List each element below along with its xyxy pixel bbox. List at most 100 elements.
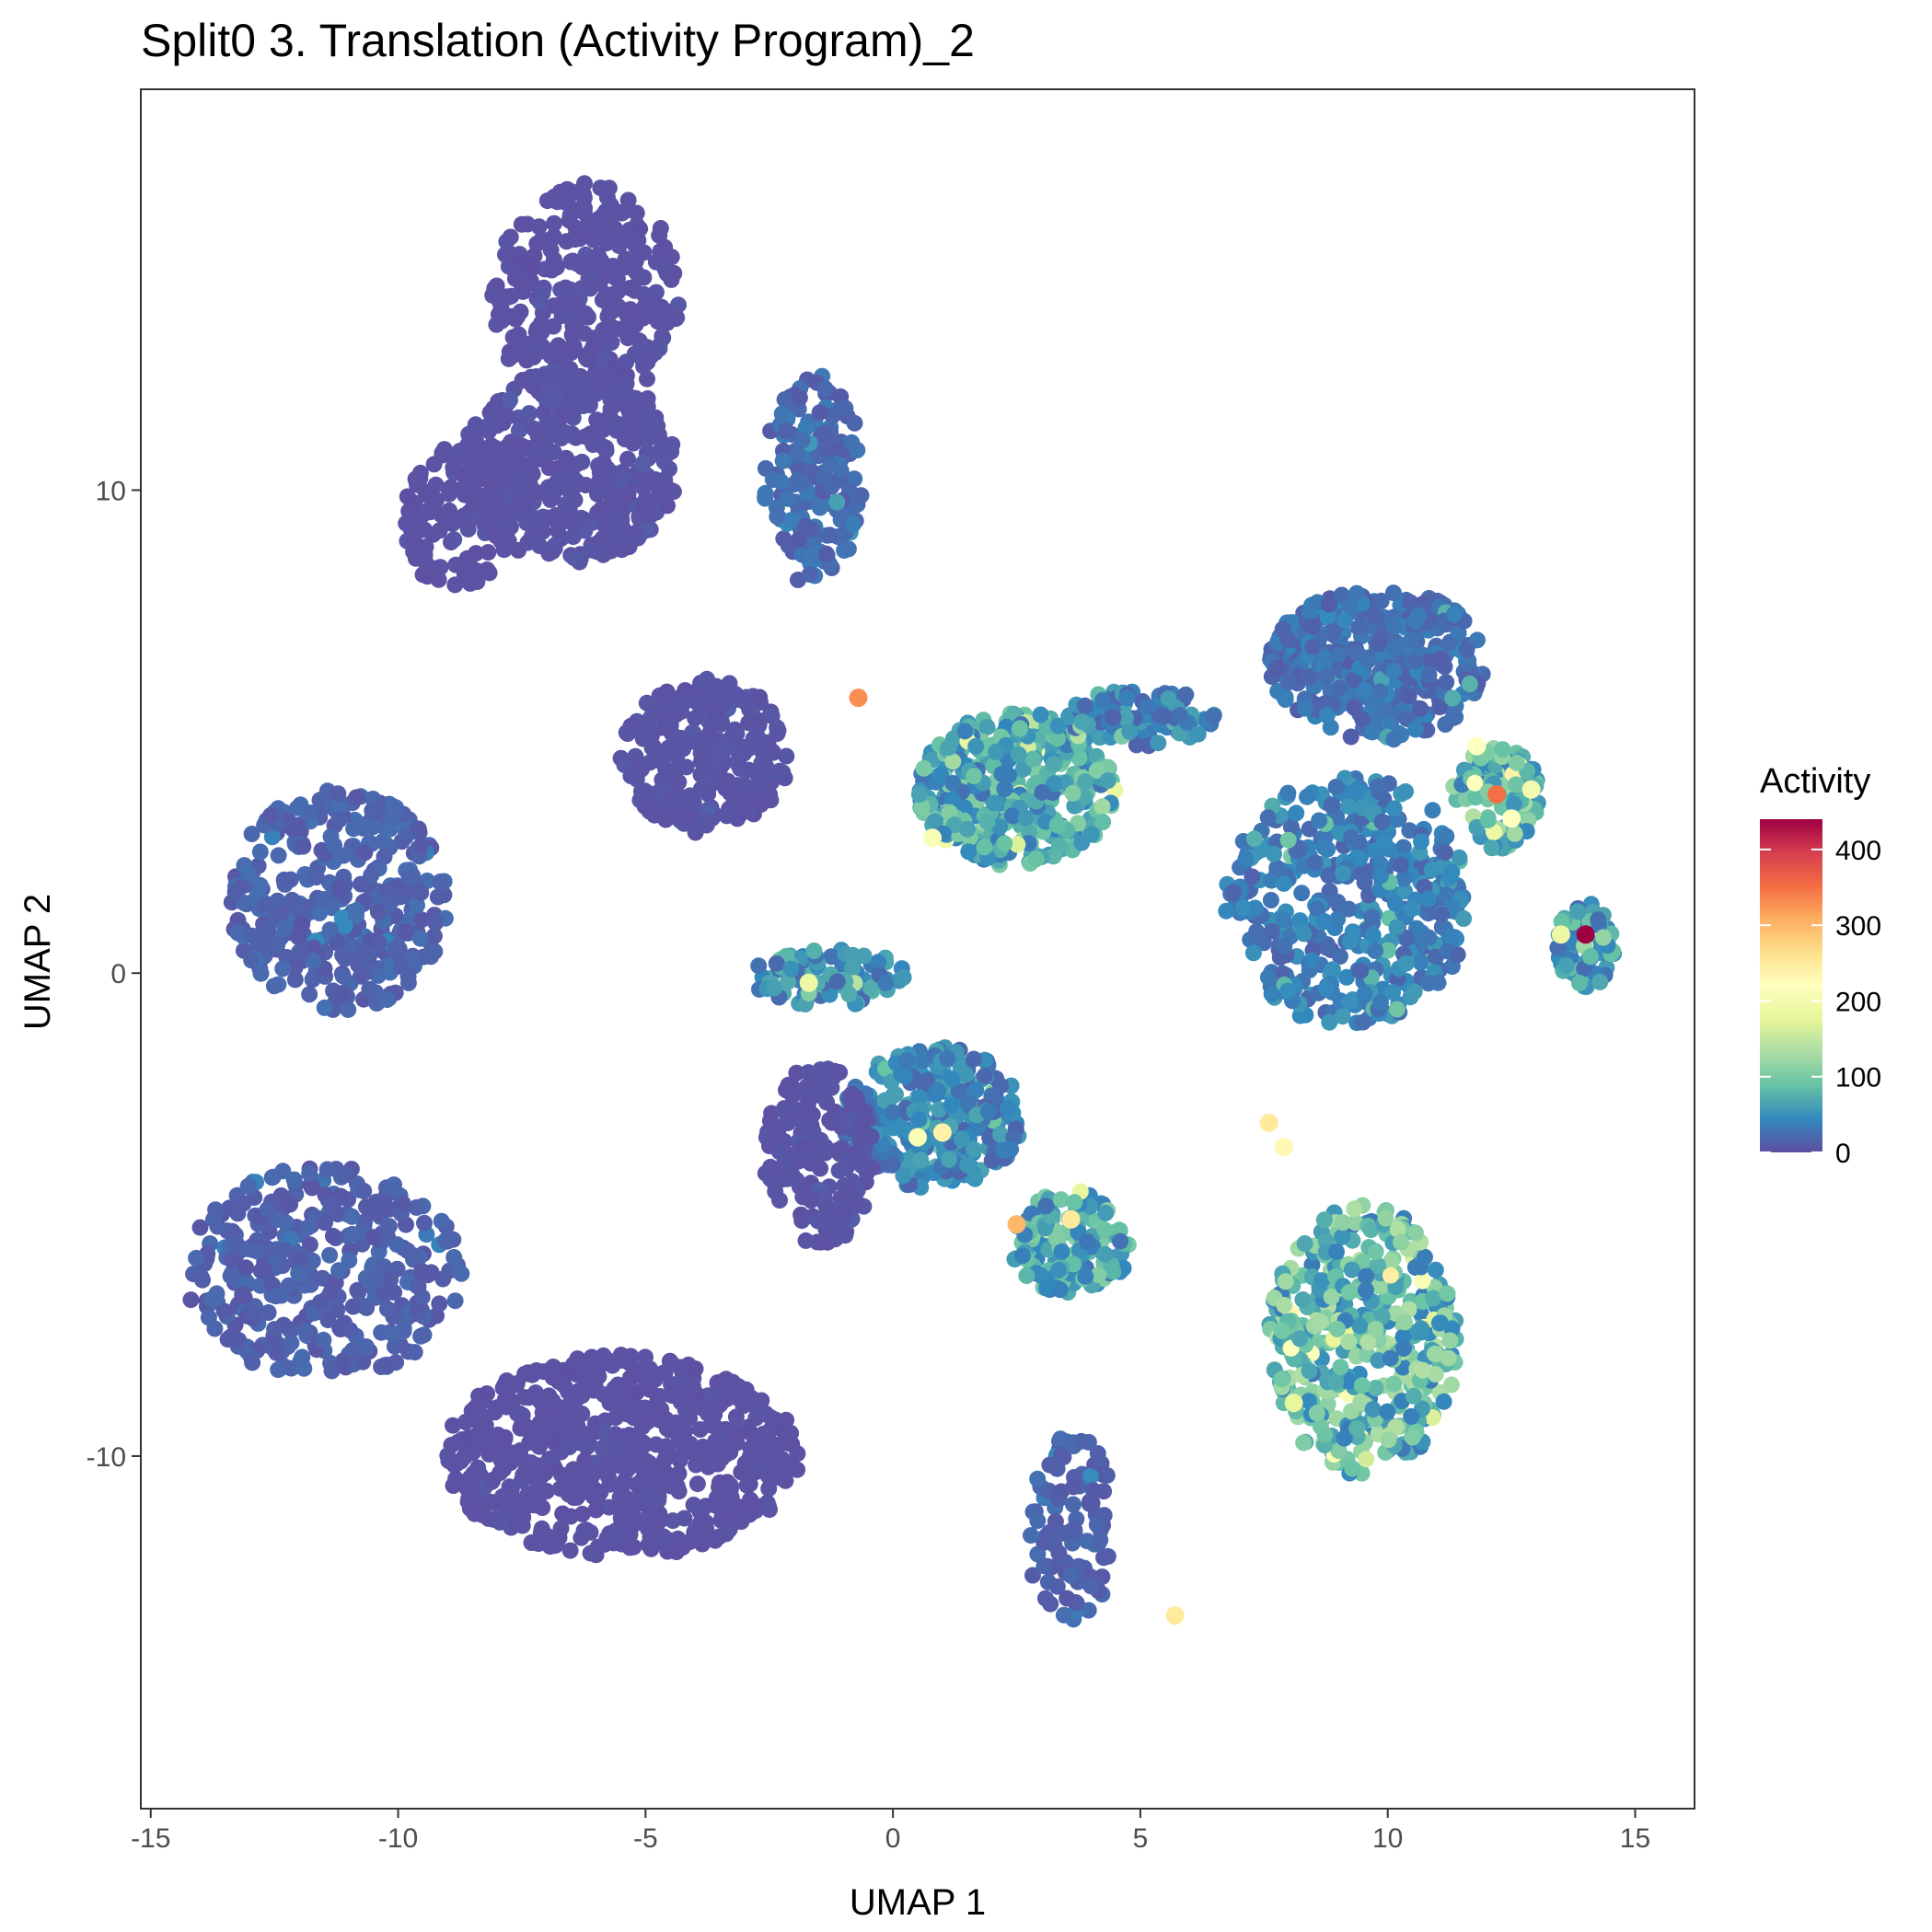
data-point <box>1364 695 1381 712</box>
data-point <box>1262 892 1279 908</box>
data-point <box>1294 1291 1312 1308</box>
data-point <box>295 1359 313 1377</box>
data-point <box>535 404 552 422</box>
data-point <box>256 897 273 914</box>
data-point <box>373 1324 390 1341</box>
data-point <box>282 1196 299 1213</box>
data-point <box>670 1483 688 1500</box>
data-point <box>561 1439 578 1456</box>
data-point <box>1160 690 1177 708</box>
data-point <box>685 793 702 811</box>
data-point <box>545 444 562 461</box>
data-point <box>663 1355 680 1372</box>
data-point <box>788 446 805 464</box>
data-point <box>1218 902 1235 920</box>
data-point <box>1413 1324 1430 1341</box>
data-point <box>1010 746 1027 763</box>
data-point <box>839 1152 856 1170</box>
data-point <box>637 396 654 413</box>
data-point <box>295 838 312 855</box>
data-point <box>1344 1460 1361 1477</box>
data-point <box>558 233 575 250</box>
data-point <box>647 283 665 301</box>
data-point <box>387 940 404 957</box>
data-point <box>330 785 347 803</box>
data-point <box>843 434 861 451</box>
data-point <box>627 253 644 270</box>
data-point <box>1335 865 1352 882</box>
data-point <box>255 1262 272 1278</box>
data-point <box>769 508 786 526</box>
data-point <box>692 766 710 783</box>
data-point <box>503 307 521 325</box>
data-point <box>1387 895 1404 912</box>
data-point <box>1012 720 1028 737</box>
data-point <box>941 1151 957 1168</box>
data-point <box>1388 1001 1406 1018</box>
data-point <box>1388 919 1406 936</box>
data-point <box>776 391 793 409</box>
data-point <box>658 261 676 279</box>
data-point <box>394 1195 411 1212</box>
data-point <box>478 492 495 510</box>
data-point <box>1324 961 1341 978</box>
data-point <box>646 344 664 362</box>
data-point <box>1438 674 1455 691</box>
data-point <box>334 984 352 1001</box>
data-point <box>1014 1247 1031 1265</box>
data-point <box>633 1472 651 1489</box>
data-point <box>764 471 781 489</box>
data-point <box>1296 1235 1313 1252</box>
data-point <box>598 235 616 252</box>
data-point <box>290 1265 307 1282</box>
data-point <box>318 1161 336 1178</box>
data-point <box>400 503 418 520</box>
data-point <box>885 1104 901 1121</box>
data-point <box>628 204 645 222</box>
data-point <box>816 380 834 398</box>
data-point <box>497 536 514 553</box>
data-point <box>1304 638 1322 655</box>
data-point <box>711 1383 729 1401</box>
cluster-right-bottom <box>1261 1197 1464 1482</box>
data-point <box>966 1140 983 1158</box>
data-point <box>758 1165 776 1183</box>
data-point <box>755 1425 772 1442</box>
data-point <box>1038 1279 1056 1297</box>
data-point <box>976 1068 993 1084</box>
data-point <box>1017 809 1035 827</box>
data-point <box>699 732 716 749</box>
data-point <box>1301 668 1319 686</box>
data-point <box>652 220 669 237</box>
data-point <box>418 486 435 503</box>
data-point <box>492 294 509 311</box>
data-point <box>304 971 321 989</box>
data-point <box>655 747 673 765</box>
data-point <box>713 715 731 733</box>
data-point <box>1318 707 1336 724</box>
data-point <box>619 450 636 468</box>
data-point <box>663 249 680 266</box>
data-point <box>537 365 554 383</box>
data-point <box>594 350 611 367</box>
data-point <box>353 945 370 963</box>
data-point <box>1424 802 1441 819</box>
data-point <box>674 1539 691 1556</box>
data-point <box>302 804 319 822</box>
cluster-bottom-large <box>439 1347 806 1564</box>
data-point <box>1076 697 1093 714</box>
data-point <box>435 441 453 458</box>
data-point <box>688 1443 705 1460</box>
data-point <box>377 836 395 853</box>
cluster-left-middle <box>223 782 454 1018</box>
data-point <box>409 897 425 914</box>
data-point <box>546 214 562 232</box>
data-point <box>446 576 464 594</box>
data-point <box>1248 922 1266 940</box>
data-point <box>576 175 593 192</box>
data-point <box>527 323 545 341</box>
data-point <box>811 1212 827 1230</box>
data-point <box>635 1365 653 1382</box>
data-point <box>341 1321 358 1338</box>
data-point <box>732 760 749 777</box>
